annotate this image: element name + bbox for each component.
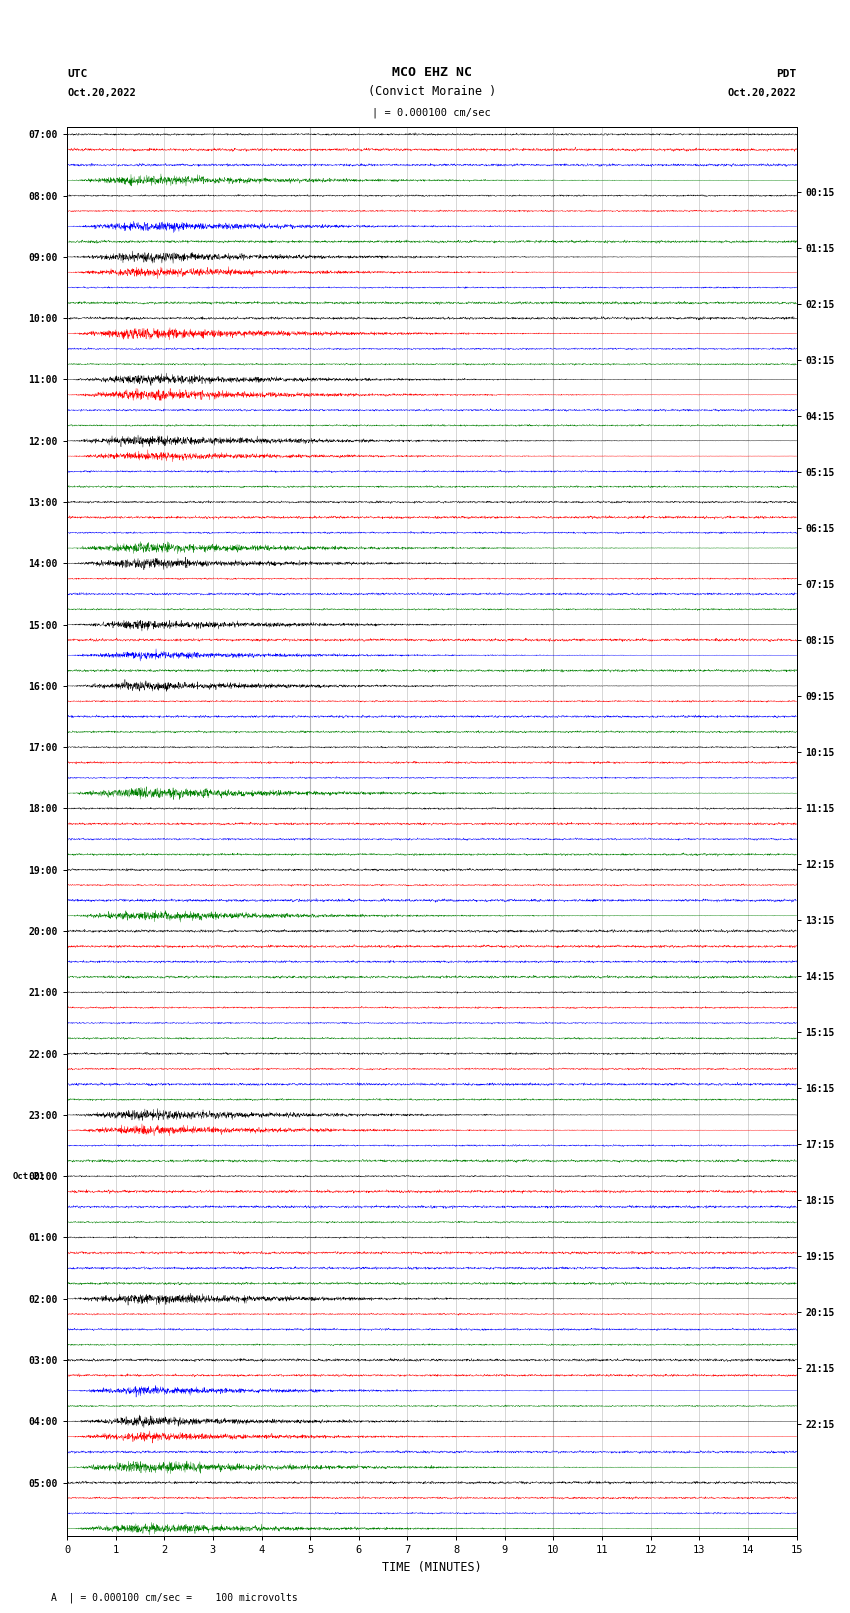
Text: MCO EHZ NC: MCO EHZ NC (392, 66, 472, 79)
Text: UTC: UTC (67, 69, 88, 79)
Text: Oct.21: Oct.21 (13, 1171, 45, 1181)
Text: | = 0.000100 cm/sec: | = 0.000100 cm/sec (372, 108, 491, 118)
Text: (Convict Moraine ): (Convict Moraine ) (368, 85, 496, 98)
X-axis label: TIME (MINUTES): TIME (MINUTES) (382, 1561, 482, 1574)
Text: A  | = 0.000100 cm/sec =    100 microvolts: A | = 0.000100 cm/sec = 100 microvolts (51, 1592, 298, 1603)
Text: Oct.20,2022: Oct.20,2022 (67, 89, 136, 98)
Text: Oct.20,2022: Oct.20,2022 (728, 89, 796, 98)
Text: PDT: PDT (776, 69, 796, 79)
